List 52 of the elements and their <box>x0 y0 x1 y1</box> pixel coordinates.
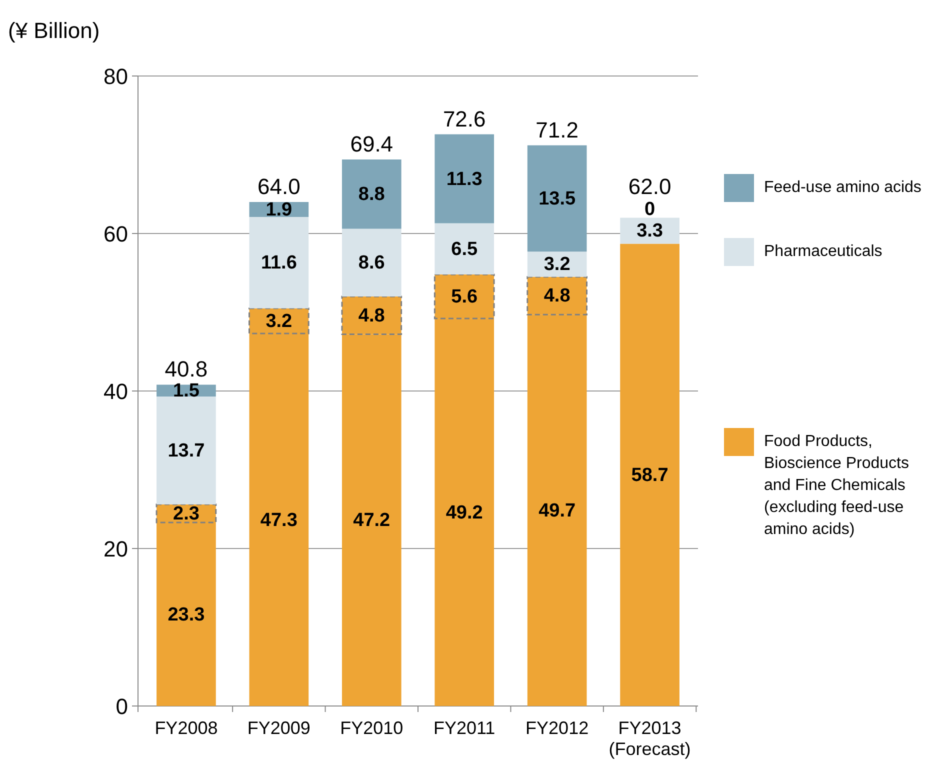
data-label: 4.8 <box>358 305 385 326</box>
data-label: 4.8 <box>544 286 570 307</box>
x-tick-label: FY2011 <box>434 718 496 738</box>
data-label: 3.2 <box>544 254 570 276</box>
data-label: 47.3 <box>260 510 298 531</box>
data-label: 13.7 <box>168 440 205 462</box>
data-label: 47.2 <box>353 510 390 532</box>
bar <box>342 228 402 296</box>
x-tick-label: FY2013 (Forecast) <box>608 718 691 759</box>
legend-label: Food Products, Bioscience Products and Fine Chemicals (excluding feed-use amino acids) <box>764 433 909 538</box>
data-label: 3.3 <box>636 220 663 242</box>
x-tick-label: FY2008 <box>154 718 218 738</box>
y-tick-label: 60 <box>104 222 128 246</box>
data-label: 49.2 <box>446 502 483 524</box>
y-tick-label: 20 <box>104 536 128 562</box>
bar <box>342 159 402 229</box>
data-label: 23.3 <box>168 604 205 626</box>
data-label: 5.6 <box>451 286 478 308</box>
total-label: 40.8 <box>164 356 208 382</box>
bar <box>434 223 494 274</box>
total-label: 71.2 <box>536 117 578 142</box>
bar <box>434 134 494 224</box>
data-label: 3.2 <box>266 310 292 332</box>
total-label: 72.6 <box>442 106 486 132</box>
data-label: 1.5 <box>173 380 200 402</box>
total-label: 69.4 <box>350 131 394 156</box>
y-tick-label: 80 <box>104 64 128 89</box>
data-label: 8.8 <box>358 184 385 206</box>
bar <box>527 145 587 252</box>
y-axis-title: (¥ Billion) <box>8 18 100 43</box>
legend-label: Pharmaceuticals <box>764 243 882 260</box>
total-label: 64.0 <box>258 174 300 199</box>
y-tick-label: 40 <box>104 379 128 404</box>
bar <box>620 244 680 706</box>
data-label: 1.9 <box>266 199 292 220</box>
legend-label: Feed-use amino acids <box>764 179 922 196</box>
bar <box>249 216 309 308</box>
x-tick-label: FY2012 <box>526 718 589 738</box>
data-label: 11.3 <box>446 168 482 190</box>
bar <box>156 396 216 504</box>
data-label: 6.5 <box>451 238 478 260</box>
x-tick-label: FY2009 <box>247 718 310 738</box>
x-tick-label: FY2010 <box>340 718 404 738</box>
y-tick-label: 0 <box>116 694 128 719</box>
data-label: 0 <box>644 198 656 220</box>
data-label: 2.3 <box>173 503 200 524</box>
data-label: 11.6 <box>260 252 297 274</box>
data-label: 49.7 <box>538 500 576 522</box>
data-label: 8.6 <box>358 252 385 274</box>
data-label: 58.7 <box>631 464 668 486</box>
data-label: 13.5 <box>538 188 576 210</box>
total-label: 62.0 <box>628 174 672 199</box>
